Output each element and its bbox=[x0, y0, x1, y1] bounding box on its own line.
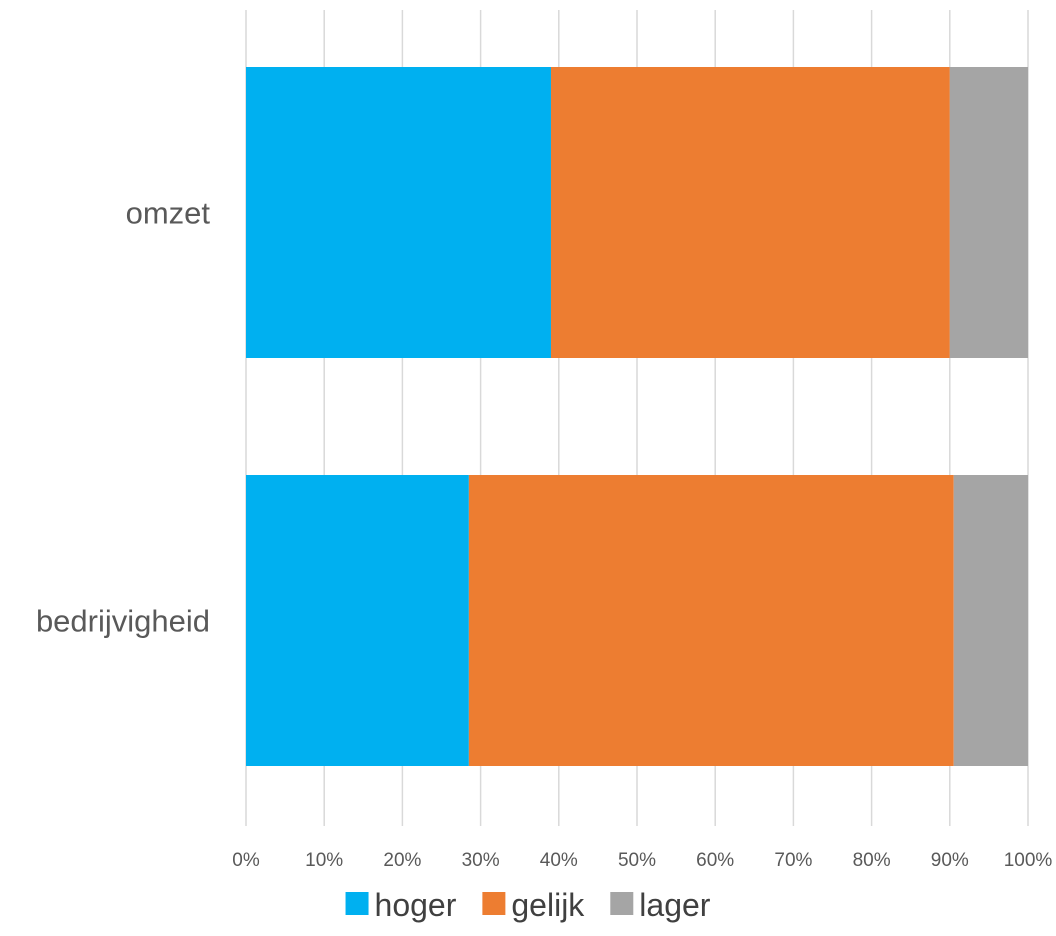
category-label: bedrijvigheid bbox=[36, 604, 210, 639]
legend: hoger gelijk lager bbox=[345, 887, 711, 923]
legend-item-lager: lager bbox=[610, 887, 711, 923]
x-tick-label: 30% bbox=[462, 850, 500, 871]
x-tick-label: 90% bbox=[931, 850, 969, 871]
bar-lager-omzet bbox=[949, 67, 1028, 358]
category-label: omzet bbox=[126, 196, 211, 231]
legend-swatch bbox=[610, 892, 634, 915]
bar-gelijk-bedrijvigheid bbox=[468, 475, 954, 766]
x-tick-label: 100% bbox=[1004, 850, 1053, 871]
bars bbox=[246, 67, 1028, 766]
x-tick-label: 0% bbox=[232, 850, 260, 871]
legend-item-gelijk: gelijk bbox=[482, 887, 585, 923]
legend-label: lager bbox=[639, 887, 711, 923]
legend-label: hoger bbox=[375, 887, 457, 923]
x-tick-label: 40% bbox=[540, 850, 578, 871]
x-tick-label: 50% bbox=[618, 850, 656, 871]
legend-label: gelijk bbox=[511, 887, 585, 923]
bar-hoger-bedrijvigheid bbox=[246, 475, 469, 766]
legend-item-hoger: hoger bbox=[345, 887, 457, 923]
legend-swatch bbox=[482, 892, 506, 915]
legend-swatch bbox=[345, 892, 369, 915]
category-labels: omzet bedrijvigheid bbox=[36, 196, 210, 639]
x-tick-label: 80% bbox=[853, 850, 891, 871]
x-tick-label: 70% bbox=[774, 850, 812, 871]
bar-gelijk-omzet bbox=[550, 67, 950, 358]
x-axis-tick-labels: 0% 10% 20% 30% 40% 50% 60% 70% 80% 90% 100% bbox=[232, 850, 1052, 871]
x-tick-label: 60% bbox=[696, 850, 734, 871]
x-tick-label: 20% bbox=[383, 850, 421, 871]
x-tick-label: 10% bbox=[305, 850, 343, 871]
bar-lager-bedrijvigheid bbox=[953, 475, 1028, 766]
bar-hoger-omzet bbox=[246, 67, 551, 358]
